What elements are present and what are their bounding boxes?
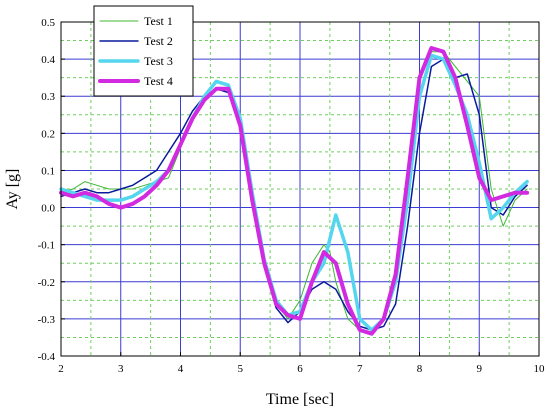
x-tick-label: 7: [357, 363, 363, 375]
y-tick-label: 0.3: [41, 91, 55, 103]
legend-label: Test 3: [144, 54, 173, 68]
legend-label: Test 1: [144, 14, 173, 28]
series-line-test-2: [60, 58, 528, 331]
x-tick-label: 6: [297, 363, 303, 375]
legend-label: Test 4: [144, 74, 173, 88]
x-tick-label: 4: [178, 363, 184, 375]
x-tick-label: 8: [417, 363, 423, 375]
axis-labels: Time [sec] Ay [g]: [4, 169, 334, 408]
y-tick-label: 0.1: [41, 165, 55, 177]
x-tick-label: 3: [118, 363, 124, 375]
series-group: [59, 46, 530, 336]
legend-label: Test 2: [144, 34, 173, 48]
x-tick-label: 10: [534, 363, 546, 375]
y-tick-label: -0.3: [38, 314, 56, 326]
x-tick-label: 5: [238, 363, 244, 375]
series-line-test-3: [59, 53, 529, 332]
y-tick-label: 0.2: [41, 128, 55, 140]
x-tick-label: 2: [58, 363, 64, 375]
y-axis-label: Ay [g]: [4, 169, 21, 210]
ticks: 2 3 4 5 6 7 8 9 10 -0.4 -0.3 -0.2 -0.1 0.0 0.1 0.2 0.3 0.…: [38, 17, 545, 375]
y-tick-label: -0.2: [38, 277, 55, 289]
x-axis-label: Time [sec]: [266, 391, 334, 408]
y-tick-label: 0.4: [41, 54, 55, 66]
y-tick-label: -0.1: [38, 240, 55, 252]
y-tick-label: -0.4: [38, 351, 56, 363]
legend: Test 1 Test 2 Test 3 Test 4: [93, 5, 194, 97]
series-line-test-4: [59, 46, 530, 336]
y-tick-label: 0.5: [41, 17, 55, 29]
y-tick-label: 0.0: [41, 203, 55, 215]
x-tick-label: 9: [477, 363, 483, 375]
